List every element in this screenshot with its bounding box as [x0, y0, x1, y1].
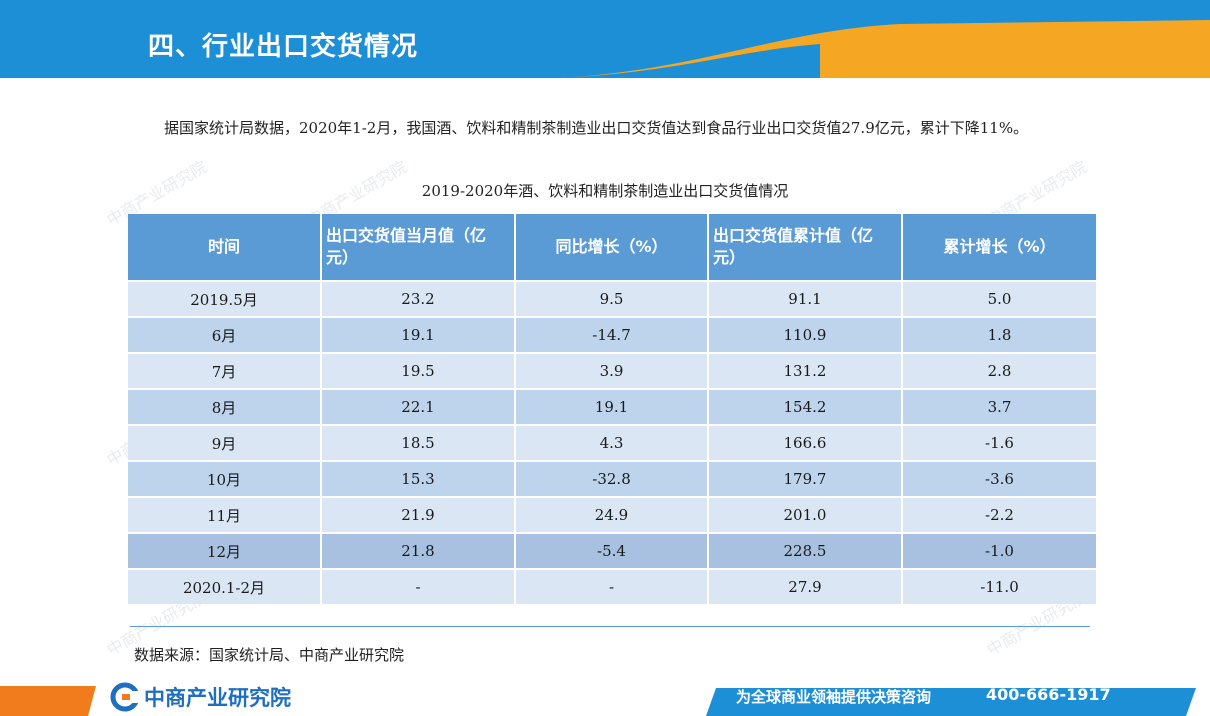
table-cell: -14.7 — [515, 316, 709, 353]
table-cell: 201.0 — [708, 496, 903, 533]
table-cell: 18.5 — [321, 424, 516, 461]
table-cell: -1.6 — [902, 424, 1096, 461]
footer-banner — [0, 680, 1210, 716]
table-cell: 179.7 — [708, 460, 903, 497]
intro-text: 据国家统计局数据，2020年1-2月，我国酒、饮料和精制茶制造业出口交货值达到食… — [164, 119, 1029, 137]
table-cell: -5.4 — [515, 532, 709, 569]
footer-phone: 400-666-1917 — [986, 685, 1111, 704]
table-cell: 2.8 — [902, 352, 1096, 389]
footer-slogan: 为全球商业领袖提供决策咨询 — [736, 688, 932, 706]
table-cell: 91.1 — [708, 280, 903, 317]
logo-text: 中商产业研究院 — [144, 686, 291, 710]
table-cell: 131.2 — [708, 352, 903, 389]
table-cell: 11月 — [128, 496, 322, 533]
table-cell: 9.5 — [515, 280, 709, 317]
table-cell: 110.9 — [708, 316, 903, 353]
table-cell: - — [321, 568, 516, 604]
brand-logo: 中商产业研究院 — [110, 682, 291, 712]
column-header: 同比增长（%） — [515, 214, 709, 281]
table-cell: 166.6 — [708, 424, 903, 461]
table-row: 2020.1-2月 - - 27.9 -11.0 — [128, 568, 1096, 604]
table-cell: 22.1 — [321, 388, 516, 425]
logo-icon — [110, 682, 140, 712]
table-row: 6月 19.1 -14.7 110.9 1.8 — [128, 316, 1096, 353]
table-header-row: 时间 出口交货值当月值（亿元） 同比增长（%） 出口交货值累计值（亿元） 累计增… — [128, 214, 1096, 281]
table-caption: 2019-2020年酒、饮料和精制茶制造业出口交货值情况 — [421, 182, 789, 200]
table-row: 10月 15.3 -32.8 179.7 -3.6 — [128, 460, 1096, 497]
header-banner: 四、行业出口交货情况 — [0, 0, 1210, 78]
divider — [130, 626, 1090, 627]
table-cell: 154.2 — [708, 388, 903, 425]
column-header: 时间 — [128, 214, 322, 281]
table-cell: 23.2 — [321, 280, 516, 317]
table-row: 2019.5月 23.2 9.5 91.1 5.0 — [128, 280, 1096, 317]
table-cell: - — [515, 568, 709, 604]
table-cell: 10月 — [128, 460, 322, 497]
table-cell: 3.9 — [515, 352, 709, 389]
column-header: 出口交货值当月值（亿元） — [321, 214, 516, 281]
table-cell: 4.3 — [515, 424, 709, 461]
table-cell: 7月 — [128, 352, 322, 389]
table-cell: -11.0 — [902, 568, 1096, 604]
table-cell: 19.1 — [321, 316, 516, 353]
table-cell: 8月 — [128, 388, 322, 425]
table-row: 11月 21.9 24.9 201.0 -2.2 — [128, 496, 1096, 533]
table-cell: 15.3 — [321, 460, 516, 497]
table-row: 7月 19.5 3.9 131.2 2.8 — [128, 352, 1096, 389]
table-row: 9月 18.5 4.3 166.6 -1.6 — [128, 424, 1096, 461]
table-cell: -32.8 — [515, 460, 709, 497]
table-cell: 9月 — [128, 424, 322, 461]
column-header: 累计增长（%） — [902, 214, 1096, 281]
column-header: 出口交货值累计值（亿元） — [708, 214, 903, 281]
table-cell: 5.0 — [902, 280, 1096, 317]
table-cell: 2019.5月 — [128, 280, 322, 317]
table-cell: -3.6 — [902, 460, 1096, 497]
table-cell: 2020.1-2月 — [128, 568, 322, 604]
page-title: 四、行业出口交货情况 — [148, 32, 419, 62]
table-cell: 24.9 — [515, 496, 709, 533]
table-cell: 228.5 — [708, 532, 903, 569]
intro-paragraph: 据国家统计局数据，2020年1-2月，我国酒、饮料和精制茶制造业出口交货值达到食… — [126, 112, 1086, 144]
export-table: 时间 出口交货值当月值（亿元） 同比增长（%） 出口交货值累计值（亿元） 累计增… — [128, 214, 1096, 604]
table-cell: -1.0 — [902, 532, 1096, 569]
table-cell: 12月 — [128, 532, 322, 569]
table-cell: -2.2 — [902, 496, 1096, 533]
table-cell: 19.1 — [515, 388, 709, 425]
table-cell: 19.5 — [321, 352, 516, 389]
table-row: 8月 22.1 19.1 154.2 3.7 — [128, 388, 1096, 425]
table-cell: 21.8 — [321, 532, 516, 569]
table-row: 12月 21.8 -5.4 228.5 -1.0 — [128, 532, 1096, 569]
table-cell: 27.9 — [708, 568, 903, 604]
table-cell: 21.9 — [321, 496, 516, 533]
table-cell: 1.8 — [902, 316, 1096, 353]
table-cell: 3.7 — [902, 388, 1096, 425]
source-note: 数据来源：国家统计局、中商产业研究院 — [134, 646, 405, 664]
table-cell: 6月 — [128, 316, 322, 353]
